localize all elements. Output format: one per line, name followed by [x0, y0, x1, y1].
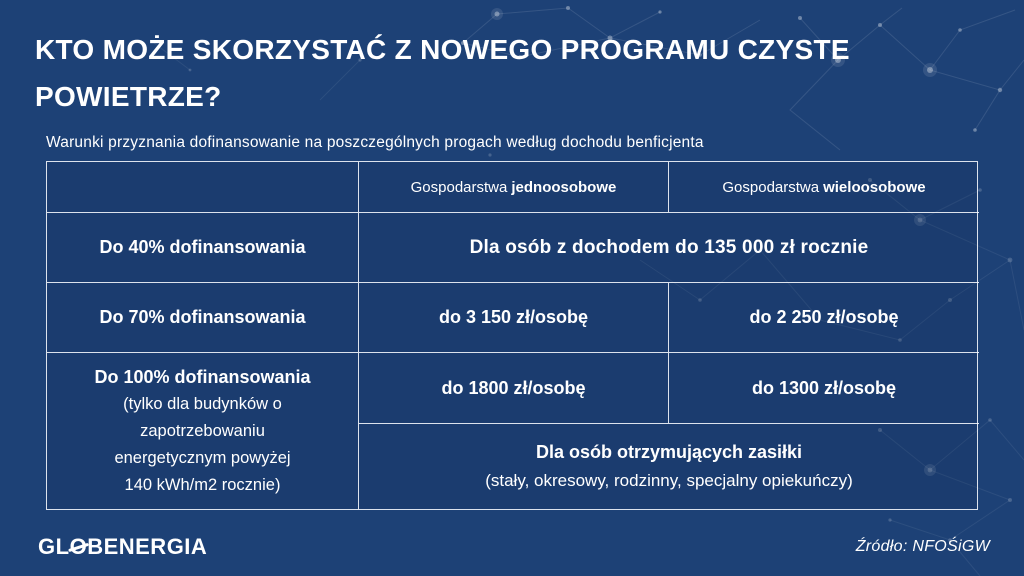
row-benefits-bold: Dla osób otrzymujących zasiłki	[535, 442, 803, 462]
funding-table: Gospodarstwa jednoosobowe Gospodarstwa wie…	[46, 161, 979, 510]
row-100-label: Do 100% dofinansowania (tylko dla budynk…	[47, 353, 359, 509]
page-title: KTO MOŻE SKORZYSTAĆ Z NOWEGO PROGRAMU CZ…	[35, 34, 850, 112]
row-100-multi-value: do 1300 zł/osobę	[669, 353, 979, 424]
logo-suffix: BENERGIA	[87, 534, 208, 559]
row-40-value: Dla osób z dochodem do 135 000 zł roczni…	[359, 213, 979, 283]
row-100-label-bold: Do 100% dofinansowania	[94, 366, 311, 387]
header-multi-prefix: Gospodarstwa	[722, 178, 820, 196]
page-subtitle: Warunki przyznania dofinansowanie na pos…	[46, 134, 704, 151]
logo-prefix: GL	[38, 534, 70, 559]
row-100-note-line: (tylko dla budynków o	[123, 394, 282, 413]
row-benefits-cell: Dla osób otrzymujących zasiłki (stały, o…	[359, 424, 979, 509]
header-single-household: Gospodarstwa jednoosobowe	[359, 162, 669, 213]
row-70-label: Do 70% dofinansowania	[47, 283, 359, 353]
row-70-single-value: do 3 150 zł/osobę	[359, 283, 669, 353]
row-100-note-line: energetycznym powyżej	[114, 448, 291, 467]
row-70-multi-value: do 2 250 zł/osobę	[669, 283, 979, 353]
row-100-note-line: zapotrzebowaniu	[140, 421, 265, 440]
globenergia-logo: GLOBENERGIA	[38, 534, 207, 560]
header-empty-cell	[47, 162, 359, 213]
header-multi-household: Gospodarstwa wieloosobowe	[669, 162, 979, 213]
row-benefits-note: (stały, okresowy, rodzinny, specjalny op…	[485, 471, 853, 490]
header-single-prefix: Gospodarstwa	[410, 178, 508, 196]
logo-slashed-o: O	[69, 534, 88, 559]
row-40-label: Do 40% dofinansowania	[47, 213, 359, 283]
header-multi-bold: wieloosobowe	[823, 178, 926, 196]
row-100-single-value: do 1800 zł/osobę	[359, 353, 669, 424]
row-100-note-line: 140 kWh/m2 rocznie)	[124, 475, 281, 494]
source-credit: Źródło: NFOŚiGW	[855, 538, 990, 555]
header-single-bold: jednoosobowe	[511, 178, 617, 196]
